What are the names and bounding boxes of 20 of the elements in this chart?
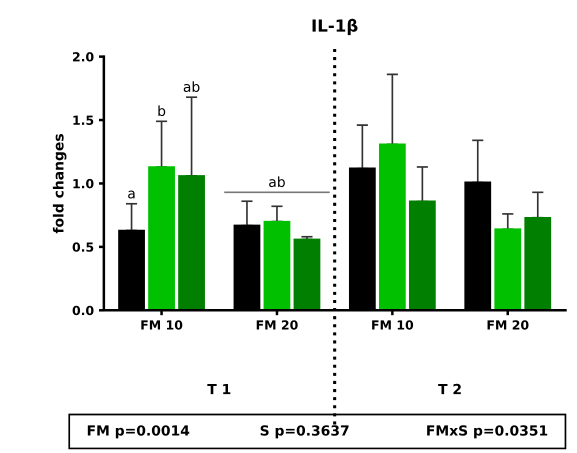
x-tick-label: FM 10 (372, 320, 414, 330)
text: T 1 (207, 384, 230, 394)
x-tick-label: FM 20 (256, 320, 298, 330)
text: S p=0.3637 (260, 425, 349, 438)
y-tick-label: 0.5 (72, 242, 94, 252)
y-tick-label: 1.0 (73, 178, 94, 188)
y-tick-label: 1.5 (73, 116, 94, 125)
text: FM p=0.0014 (88, 425, 190, 438)
x-tick-label: FM 10 (141, 320, 182, 330)
y-tick-label: 0.0 (72, 306, 94, 316)
annotation: b (158, 105, 166, 116)
y-axis-title: fold changes (52, 134, 66, 234)
text: T 2 (438, 384, 461, 394)
text: FMxS p=0.0351 (427, 425, 548, 438)
annotation: a (128, 190, 135, 199)
y-tick-label: 2.0 (72, 52, 94, 62)
annotation: ab (269, 176, 285, 188)
annotation: ab (184, 81, 200, 92)
x-tick-label: FM 20 (488, 320, 529, 330)
chart-title: IL-1β (312, 18, 358, 36)
